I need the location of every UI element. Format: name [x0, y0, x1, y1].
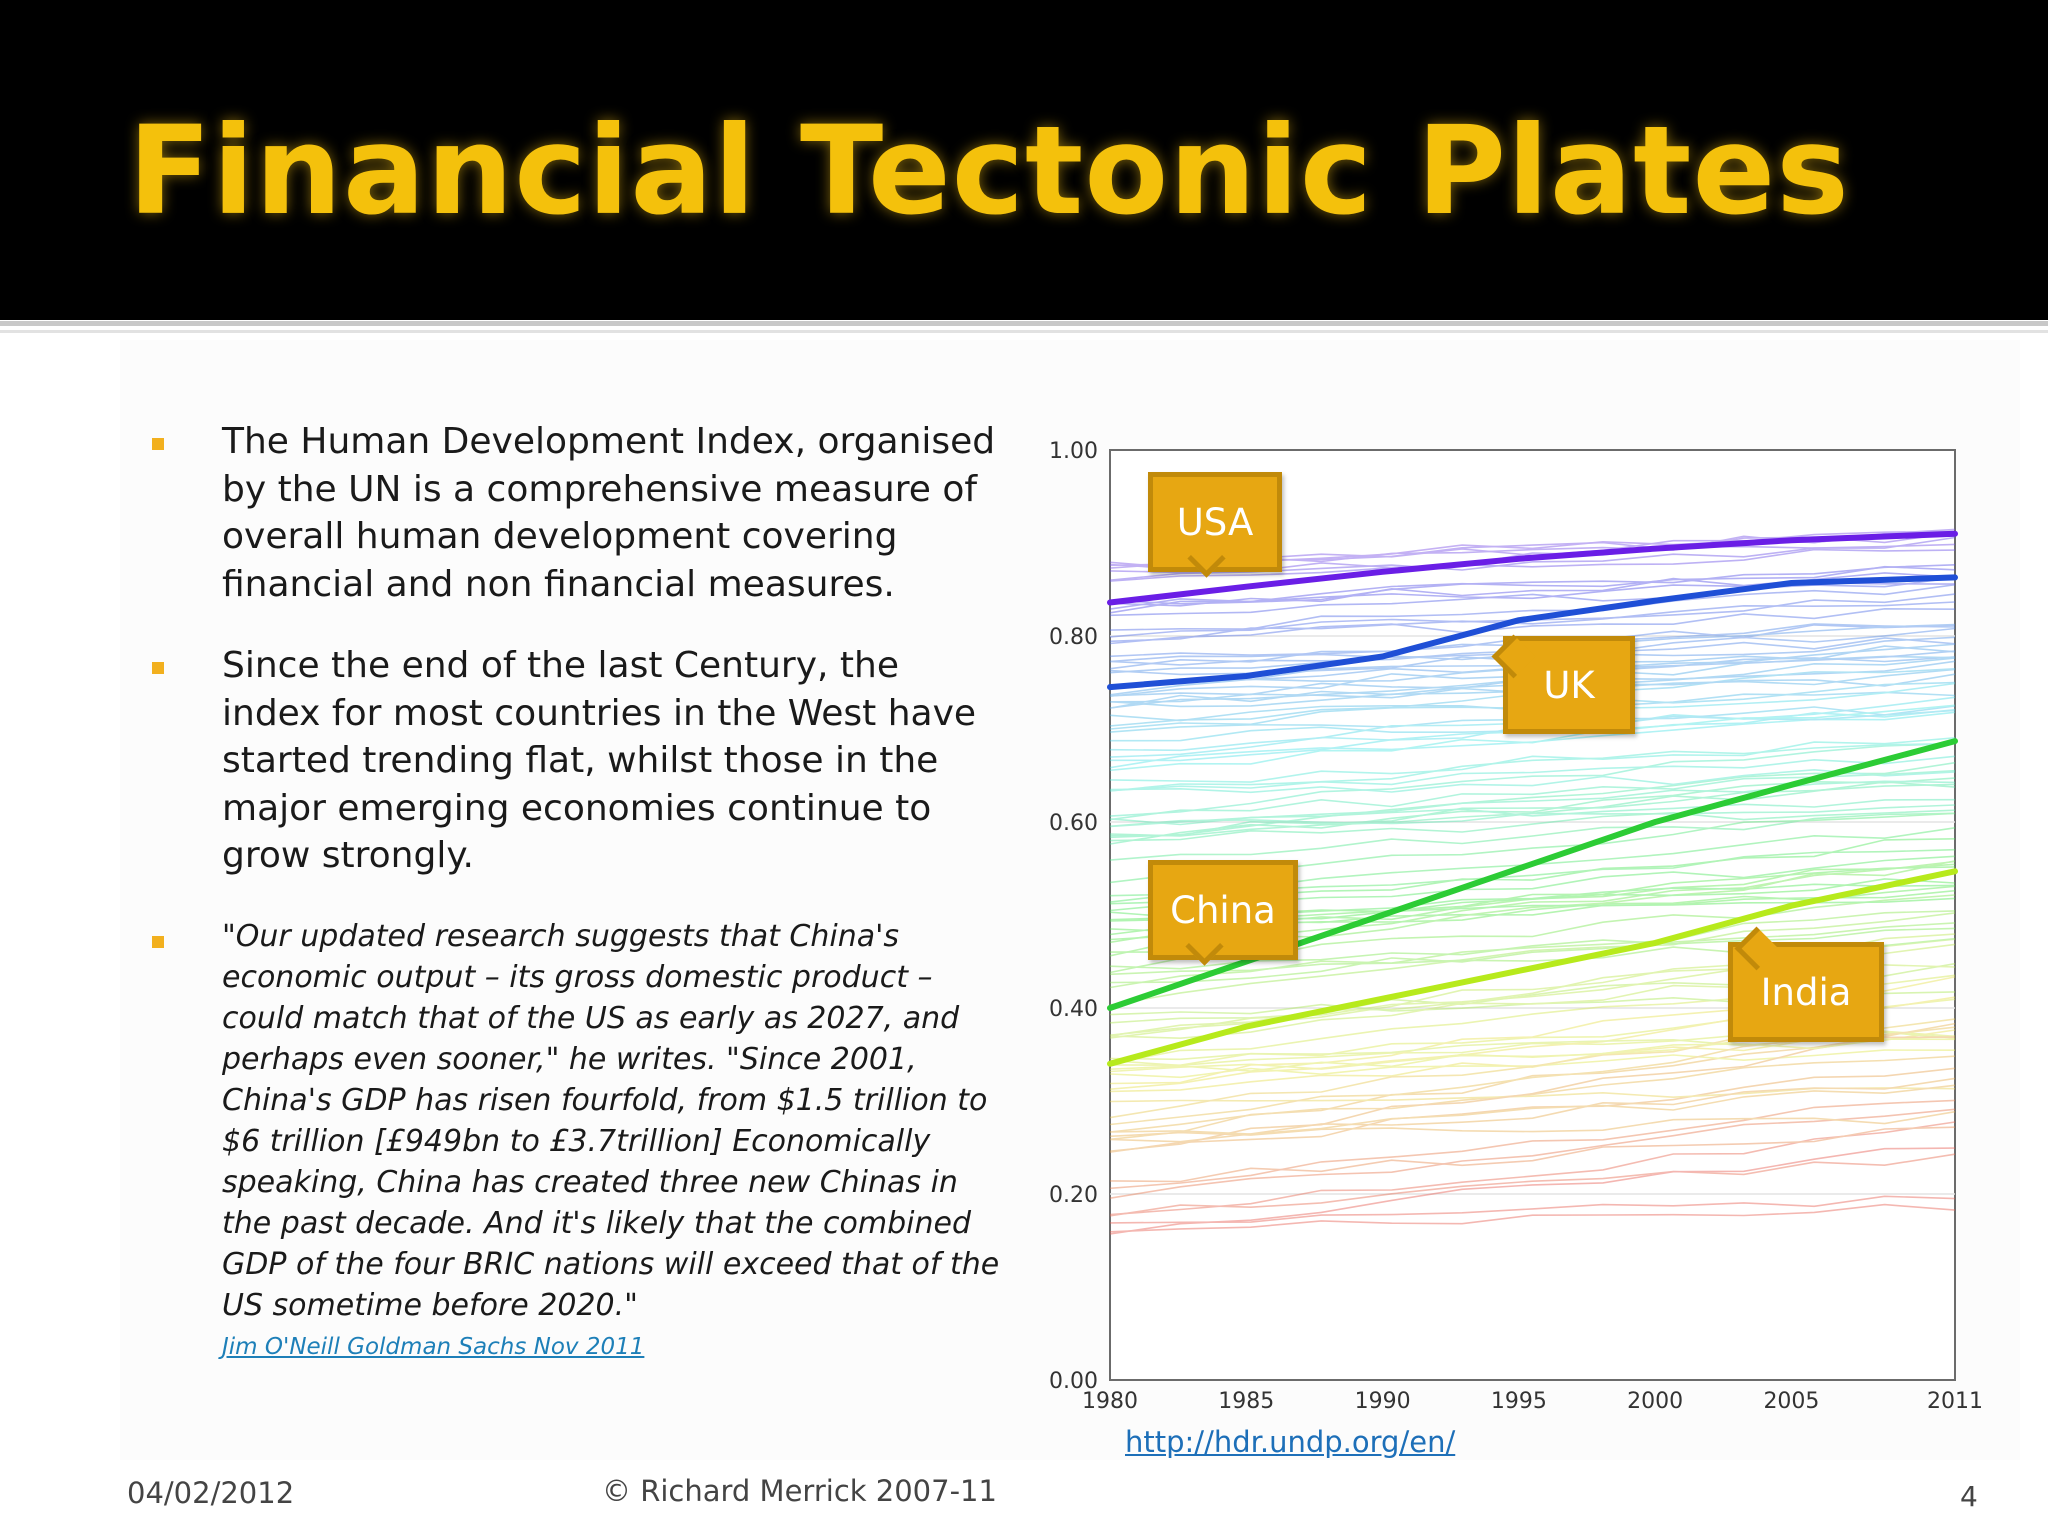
- bullet-marker-icon: [152, 662, 164, 674]
- background-country-line: [1109, 1126, 1956, 1183]
- title-divider: [0, 321, 2048, 326]
- bullet-item: Since the end of the last Century, the i…: [150, 642, 1000, 880]
- background-country-line: [1109, 1121, 1956, 1216]
- background-country-line: [1109, 1087, 1956, 1103]
- callout-china: China: [1148, 860, 1298, 966]
- bullet-item: "Our updated research suggests that Chin…: [150, 916, 1000, 1362]
- background-country-line: [1109, 1099, 1956, 1190]
- callout-pointer: [1185, 927, 1224, 966]
- callout-label: China: [1170, 888, 1276, 932]
- background-country-line: [1109, 1110, 1956, 1138]
- background-country-line: [1109, 804, 1956, 828]
- background-country-line: [1109, 583, 1956, 631]
- y-tick-label: 0.60: [1049, 811, 1098, 836]
- title-bar: Financial Tectonic Plates: [0, 0, 2048, 320]
- background-country-line: [1109, 922, 1956, 984]
- background-country-line: [1109, 761, 1956, 839]
- background-country-line: [1109, 704, 1956, 772]
- background-country-line: [1109, 711, 1956, 769]
- footer-date: 04/02/2012: [127, 1476, 295, 1510]
- background-country-line: [1109, 607, 1956, 645]
- background-country-line: [1109, 742, 1956, 792]
- quote-text: "Our updated research suggests that Chin…: [222, 918, 1000, 1323]
- callout-usa: USA: [1148, 472, 1282, 578]
- background-country-line: [1109, 755, 1956, 792]
- background-country-line: [1109, 1108, 1956, 1199]
- background-country-line: [1109, 1195, 1956, 1224]
- background-country-line: [1109, 565, 1956, 610]
- series-line-usa: [1107, 530, 1958, 606]
- series-line-uk: [1107, 574, 1958, 691]
- title-divider-shadow: [0, 330, 2048, 333]
- background-country-line: [1109, 742, 1956, 817]
- bullet-text-trend: Since the end of the last Century, the i…: [222, 645, 977, 876]
- callout-uk: UK: [1491, 634, 1635, 734]
- bullet-text-hdi: The Human Development Index, organised b…: [222, 421, 996, 605]
- y-tick-label: 0.40: [1049, 997, 1098, 1022]
- background-country-line: [1110, 783, 1956, 837]
- hdi-chart: 0.00 0.20 0.40 0.60 0.80 1.00 1980 1985 1990 1995…: [1030, 400, 1990, 1420]
- background-country-line: [1109, 780, 1956, 828]
- background-country-line: [1109, 1084, 1956, 1135]
- background-country-line: [1109, 1049, 1956, 1079]
- slide-title: Financial Tectonic Plates: [128, 100, 1850, 242]
- quote-source-link[interactable]: Jim O'Neill Goldman Sachs Nov 2011: [222, 1333, 645, 1360]
- x-tick-label: 2005: [1763, 1389, 1819, 1414]
- background-country-line: [1109, 536, 1956, 581]
- callout-label: UK: [1543, 663, 1595, 707]
- bullet-marker-icon: [152, 438, 164, 450]
- y-tick-label: 0.00: [1049, 1369, 1098, 1394]
- background-country-line: [1109, 910, 1956, 989]
- series-line-india: [1107, 868, 1958, 1067]
- background-country-line: [1109, 548, 1956, 582]
- bullet-item: The Human Development Index, organised b…: [150, 418, 1000, 608]
- background-country-line: [1109, 1055, 1956, 1133]
- callout-label: India: [1760, 970, 1852, 1014]
- footer-copyright: © Richard Merrick 2007-11: [602, 1474, 997, 1508]
- background-country-line: [1109, 781, 1956, 837]
- background-country-line: [1109, 1203, 1956, 1233]
- bullet-marker-icon: [152, 935, 164, 948]
- callout-pointer: [1187, 539, 1226, 578]
- background-country-line: [1109, 601, 1956, 643]
- y-tick-label: 0.80: [1049, 625, 1098, 650]
- footer-page-number: 4: [1960, 1480, 1978, 1513]
- background-country-line: [1109, 812, 1956, 861]
- background-country-line: [1109, 1153, 1956, 1217]
- background-country-line: [1109, 809, 1956, 842]
- x-tick-label: 1980: [1082, 1389, 1138, 1414]
- series-line-china: [1107, 738, 1958, 1011]
- background-country-line: [1109, 798, 1956, 826]
- background-country-line: [1109, 1077, 1956, 1143]
- background-country-line: [1109, 564, 1956, 605]
- background-country-line: [1109, 768, 1956, 794]
- source-link[interactable]: http://hdr.undp.org/en/: [1125, 1425, 1456, 1459]
- y-tick-label: 0.20: [1049, 1183, 1098, 1208]
- callout-india: India: [1728, 926, 1884, 1042]
- background-country-line: [1109, 912, 1956, 1006]
- x-tick-label: 1995: [1491, 1389, 1547, 1414]
- background-country-line: [1109, 1067, 1956, 1153]
- x-tick-label: 2011: [1927, 1389, 1983, 1414]
- y-tick-label: 1.00: [1049, 439, 1098, 464]
- x-tick-label: 1985: [1218, 1389, 1274, 1414]
- background-country-line: [1109, 1038, 1956, 1072]
- background-country-line: [1109, 1147, 1956, 1235]
- background-country-line: [1109, 737, 1956, 783]
- background-country-line: [1109, 1036, 1956, 1152]
- background-country-line: [1109, 1022, 1956, 1141]
- bullet-list: The Human Development Index, organised b…: [150, 418, 1000, 1362]
- x-tick-label: 2000: [1627, 1389, 1683, 1414]
- callout-label: USA: [1176, 500, 1254, 544]
- x-tick-label: 1990: [1355, 1389, 1411, 1414]
